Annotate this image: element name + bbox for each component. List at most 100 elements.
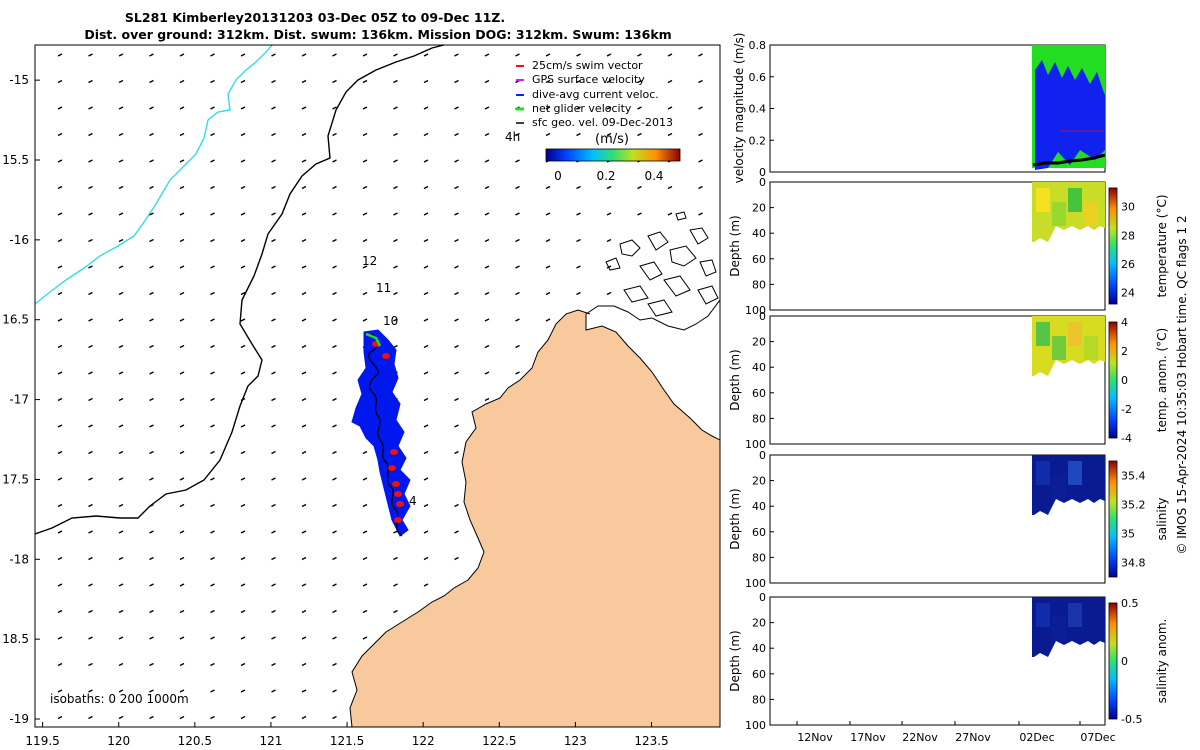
- map-colorbar-tick-2: 0.4: [644, 169, 663, 183]
- surface-velocity-arrow: [271, 450, 276, 455]
- net-glider-velocity-green: [365, 332, 382, 347]
- surface-velocity-arrow: [606, 291, 612, 296]
- map-x-tick-label: 122.5: [482, 734, 516, 748]
- map-colorbar: [545, 148, 681, 162]
- depth-tick-label: 0: [759, 449, 766, 462]
- surface-velocity-arrow: [698, 159, 703, 163]
- map-x-tick-label: 123: [564, 734, 587, 748]
- surface-velocity-arrow: [88, 212, 93, 216]
- surface-velocity-arrow: [179, 371, 185, 375]
- map-y-tick-label: 15.5: [2, 153, 29, 167]
- surface-velocity-arrow: [118, 344, 124, 349]
- surface-velocity-arrow: [88, 397, 93, 402]
- surface-velocity-arrow: [57, 344, 63, 349]
- surface-velocity-arrow: [423, 265, 429, 269]
- surface-velocity-arrow: [149, 715, 154, 720]
- surface-velocity-arrow: [149, 689, 154, 693]
- surface-velocity-arrow: [271, 344, 276, 349]
- surface-velocity-arrow: [149, 132, 154, 137]
- surface-velocity-arrow: [301, 689, 307, 693]
- depth-axis-label: Depth (m): [728, 488, 742, 549]
- surface-velocity-arrow: [88, 689, 93, 693]
- surface-velocity-arrow: [515, 371, 520, 375]
- surface-velocity-arrow: [423, 106, 429, 110]
- title-line-2: Dist. over ground: 312km. Dist. swum: 13…: [84, 27, 671, 42]
- surface-velocity-arrow: [271, 106, 276, 110]
- surface-velocity-arrow: [57, 53, 63, 57]
- surface-velocity-arrow: [88, 53, 93, 57]
- surface-velocity-arrow: [576, 132, 581, 137]
- colorbar-label: temp. anom. (°C): [1155, 328, 1169, 432]
- depth-tick-label: 40: [752, 227, 766, 240]
- surface-velocity-arrow: [271, 185, 276, 190]
- glider-path-line: [368, 333, 403, 537]
- colorbar-tick-label: 26: [1121, 258, 1135, 271]
- surface-velocity-arrow: [118, 609, 124, 614]
- surface-velocity-arrow: [179, 344, 185, 349]
- surface-velocity-arrow: [454, 53, 459, 57]
- surface-velocity-arrow: [301, 318, 307, 322]
- surface-velocity-arrow: [423, 424, 429, 428]
- isobath-note: isobaths: 0 200 1000m: [50, 692, 189, 706]
- surface-velocity-arrow: [332, 689, 337, 693]
- colorbar-label: salinity anom.: [1155, 619, 1169, 704]
- surface-velocity-arrow: [118, 583, 124, 587]
- surface-velocity-arrow: [57, 265, 63, 269]
- surface-velocity-arrow: [57, 238, 63, 243]
- time-tick-label: 02Dec: [1019, 731, 1054, 744]
- profile-colorbar: [1108, 321, 1118, 439]
- surface-velocity-arrow: [698, 79, 703, 84]
- surface-velocity-arrow: [362, 636, 368, 640]
- side-credit-label: © IMOS 15-Apr-2024 10:35:03 Hobart time.…: [1175, 215, 1189, 554]
- islands: [605, 211, 719, 317]
- surface-velocity-arrow: [271, 318, 276, 322]
- surface-velocity-arrow: [240, 689, 246, 693]
- surface-velocity-arrow: [423, 583, 429, 587]
- profile-data-patch: [1052, 475, 1066, 499]
- surface-velocity-arrow: [484, 79, 490, 84]
- surface-velocity-arrow: [179, 397, 185, 402]
- profile-panel-2: 0 20 40 60 80 100 Depth (m) 34.8 35 35.2 35.4 salin…: [728, 449, 1169, 590]
- surface-velocity-arrow: [576, 79, 581, 84]
- surface-velocity-arrow: [240, 636, 246, 640]
- surface-velocity-arrow: [301, 291, 307, 296]
- surface-velocity-arrow: [210, 397, 215, 402]
- surface-velocity-arrow: [271, 583, 276, 587]
- surface-velocity-arrow: [271, 238, 276, 243]
- surface-velocity-arrow: [606, 106, 612, 110]
- surface-velocity-arrow: [118, 318, 124, 322]
- surface-velocity-arrow: [210, 53, 215, 57]
- velocity-y-tick-label: 0: [759, 166, 766, 179]
- surface-velocity-arrow: [210, 79, 215, 84]
- surface-velocity-arrow: [332, 715, 337, 720]
- surface-velocity-arrow: [454, 318, 459, 322]
- map-x-tick-label: 122: [412, 734, 435, 748]
- surface-velocity-arrow: [484, 318, 490, 322]
- surface-velocity-arrow: [332, 530, 337, 534]
- surface-velocity-arrow: [362, 159, 368, 163]
- surface-velocity-arrow: [240, 106, 246, 110]
- surface-velocity-arrow: [271, 503, 276, 508]
- surface-velocity-arrow: [423, 185, 429, 190]
- day-labels: 12 11 10 4: [362, 254, 417, 508]
- profile-data-patch: [1052, 202, 1066, 226]
- surface-velocity-arrow: [240, 318, 246, 322]
- surface-velocity-arrow: [57, 477, 63, 481]
- surface-velocity-arrow: [271, 662, 276, 667]
- surface-velocity-arrow: [271, 556, 276, 561]
- time-tick-label: 07Dec: [1080, 731, 1115, 744]
- surface-velocity-arrow: [271, 212, 276, 216]
- surface-velocity-arrow: [179, 689, 185, 693]
- map-x-axis: 119.5 120 120.5 121 121.5 122 122.5 123 123.5: [25, 722, 669, 748]
- legend-label-gps: GPS surface velocity: [532, 73, 645, 86]
- surface-velocity-arrow: [57, 689, 63, 693]
- surface-velocity-arrow: [545, 79, 551, 84]
- surface-velocity-arrow: [362, 265, 368, 269]
- profile-data-patch: [1068, 188, 1082, 212]
- surface-velocity-arrow: [57, 159, 63, 163]
- isobath-0m: [35, 45, 445, 535]
- surface-velocity-arrow: [332, 106, 337, 110]
- surface-velocity-arrow: [301, 636, 307, 640]
- surface-velocity-arrow: [484, 106, 490, 110]
- surface-velocity-arrow: [210, 212, 215, 216]
